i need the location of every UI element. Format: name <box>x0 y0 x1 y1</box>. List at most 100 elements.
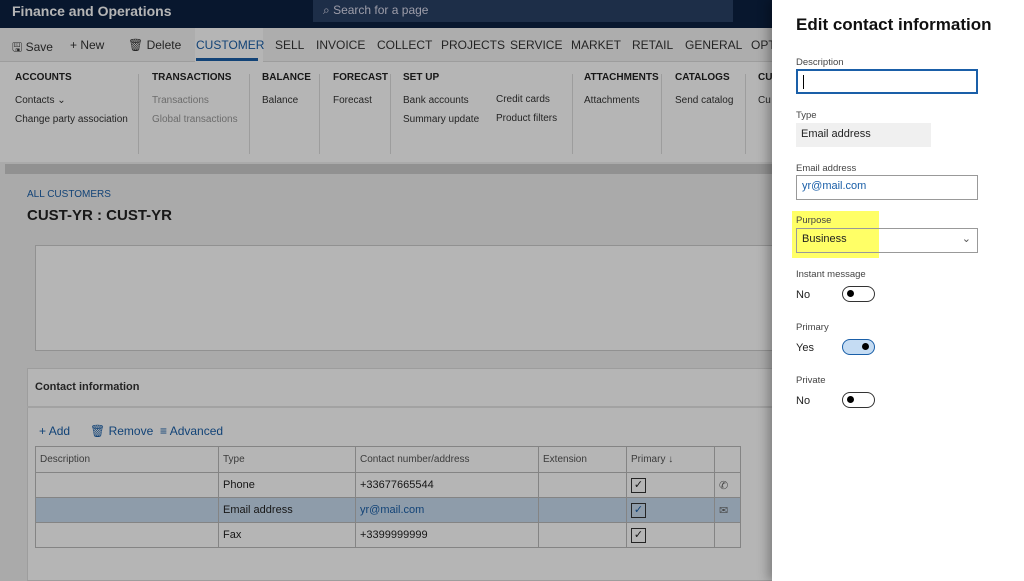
trash-icon: 🗑 <box>128 38 147 52</box>
divider <box>249 74 250 154</box>
cut-button[interactable]: Cu <box>758 95 771 106</box>
contact-section-header[interactable] <box>27 368 777 408</box>
type-value: Email address <box>796 123 931 147</box>
panel-title: Edit contact information <box>796 15 992 34</box>
divider <box>319 74 320 154</box>
primary-checkbox[interactable]: ✓ <box>631 477 646 493</box>
tab-selected-bg <box>195 28 263 62</box>
primary-value: Yes <box>796 342 814 354</box>
tab-general[interactable]: GENERAL <box>685 38 743 52</box>
im-value: No <box>796 289 811 301</box>
mail-icon[interactable]: ✉ <box>714 497 741 523</box>
group-accounts: ACCOUNTS Contacts ⌄ Change party associati… <box>15 72 128 133</box>
tab-customer[interactable]: CUSTOMER <box>196 38 265 52</box>
breadcrumb[interactable]: ALL CUSTOMERS <box>27 189 111 200</box>
upper-panel <box>35 245 775 351</box>
group-catalogs: CATALOGS Send catalog <box>675 72 733 114</box>
remove-button[interactable]: 🗑 Remove <box>90 424 153 438</box>
change-party-association[interactable]: Change party association <box>15 114 128 125</box>
purpose-label: Purpose <box>796 215 832 226</box>
tab-opt[interactable]: OPT <box>751 38 776 52</box>
primary-label: Primary <box>796 322 829 333</box>
app-title: Finance and Operations <box>12 3 172 19</box>
attachments-button[interactable]: Attachments <box>584 95 640 106</box>
cell-contact[interactable]: +33677665544 <box>355 472 539 498</box>
group-title: SET UP <box>403 72 440 83</box>
group-title: CATALOGS <box>675 72 730 83</box>
tab-retail[interactable]: RETAIL <box>632 38 674 52</box>
credit-cards-button[interactable]: Credit cards <box>496 94 550 105</box>
cell-description[interactable] <box>35 522 219 548</box>
cell-contact[interactable]: yr@mail.com <box>355 497 539 523</box>
group-cut: CUS Cu <box>758 72 779 114</box>
cell-type[interactable]: Fax <box>218 522 356 548</box>
search-input[interactable]: ⌕ Search for a page <box>313 0 733 22</box>
email-label: Email address <box>796 163 857 174</box>
transactions-button[interactable]: Transactions <box>152 95 209 106</box>
new-button[interactable]: + New <box>70 38 104 52</box>
description-input[interactable] <box>796 69 978 94</box>
horizontal-scrollbar[interactable] <box>5 164 773 174</box>
list-icon: ≡ <box>160 424 170 438</box>
im-toggle[interactable] <box>842 286 875 302</box>
modal-overlay[interactable] <box>0 0 772 581</box>
tab-projects[interactable]: PROJECTS <box>441 38 506 52</box>
cell-description[interactable] <box>35 497 219 523</box>
save-button[interactable]: 🖫 Save <box>12 38 53 59</box>
section-title: Contact information <box>35 381 140 393</box>
divider <box>745 74 746 154</box>
cell-contact[interactable]: +3399999999 <box>355 522 539 548</box>
contacts-menu[interactable]: Contacts ⌄ <box>15 95 66 106</box>
forecast-button[interactable]: Forecast <box>333 95 372 106</box>
private-toggle[interactable] <box>842 392 875 408</box>
text-cursor <box>803 75 804 89</box>
tab-market[interactable]: MARKET <box>571 38 622 52</box>
tab-collect[interactable]: COLLECT <box>377 38 433 52</box>
edit-contact-panel: Edit contact information Description Typ… <box>772 0 1024 581</box>
primary-toggle[interactable] <box>842 339 875 355</box>
group-transactions: TRANSACTIONS Transactions Global transacti… <box>152 72 238 133</box>
plus-icon: + <box>70 38 81 52</box>
save-label: Save <box>25 40 53 54</box>
table-row[interactable]: Email address yr@mail.com ✓ ✉ <box>35 497 741 523</box>
remove-label: Remove <box>108 424 154 438</box>
bank-accounts-button[interactable]: Bank accounts <box>403 95 469 106</box>
balance-button[interactable]: Balance <box>262 95 299 106</box>
add-button[interactable]: + Add <box>39 424 70 438</box>
col-primary[interactable]: Primary ↓ <box>626 446 715 473</box>
description-label: Description <box>796 57 844 68</box>
cell-primary: ✓ <box>626 497 715 523</box>
page-title: CUST-YR : CUST-YR <box>27 207 173 224</box>
group-title: FORECAST <box>333 72 388 83</box>
chevron-down-icon: ⌄ <box>961 233 971 245</box>
contacts-grid: Description Type Contact number/address … <box>35 446 741 548</box>
tab-invoice[interactable]: INVOICE <box>316 38 366 52</box>
summary-update-button[interactable]: Summary update <box>403 114 480 125</box>
cell-extension[interactable] <box>538 472 627 498</box>
highlight-marker <box>792 211 879 258</box>
tab-service[interactable]: SERVICE <box>510 38 563 52</box>
group-attachments: ATTACHMENTS Attachments <box>584 72 659 114</box>
product-filters-button[interactable]: Product filters <box>496 113 558 124</box>
email-input[interactable]: yr@mail.com <box>796 175 978 200</box>
divider <box>390 74 391 154</box>
tab-sell[interactable]: SELL <box>275 38 305 52</box>
table-row[interactable]: Fax +3399999999 ✓ <box>35 522 741 548</box>
search-icon: ⌕ <box>323 3 334 17</box>
advanced-button[interactable]: ≡ Advanced <box>160 424 223 438</box>
type-label: Type <box>796 110 817 121</box>
cell-primary: ✓ <box>626 522 715 548</box>
send-catalog-button[interactable]: Send catalog <box>675 95 734 106</box>
table-row[interactable]: Phone +33677665544 ✓ ✆ <box>35 472 741 498</box>
save-icon: 🖫 <box>12 40 26 54</box>
col-action <box>714 446 741 473</box>
primary-checkbox[interactable]: ✓ <box>631 527 646 543</box>
private-value: No <box>796 395 811 407</box>
cell-extension[interactable] <box>538 497 627 523</box>
group-title: TRANSACTIONS <box>152 72 232 83</box>
primary-checkbox[interactable]: ✓ <box>631 502 646 518</box>
delete-button[interactable]: 🗑 Delete <box>128 38 181 52</box>
purpose-select[interactable]: Business ⌄ <box>796 228 978 253</box>
plus-icon: + <box>39 424 49 438</box>
global-transactions-button[interactable]: Global transactions <box>152 114 238 125</box>
